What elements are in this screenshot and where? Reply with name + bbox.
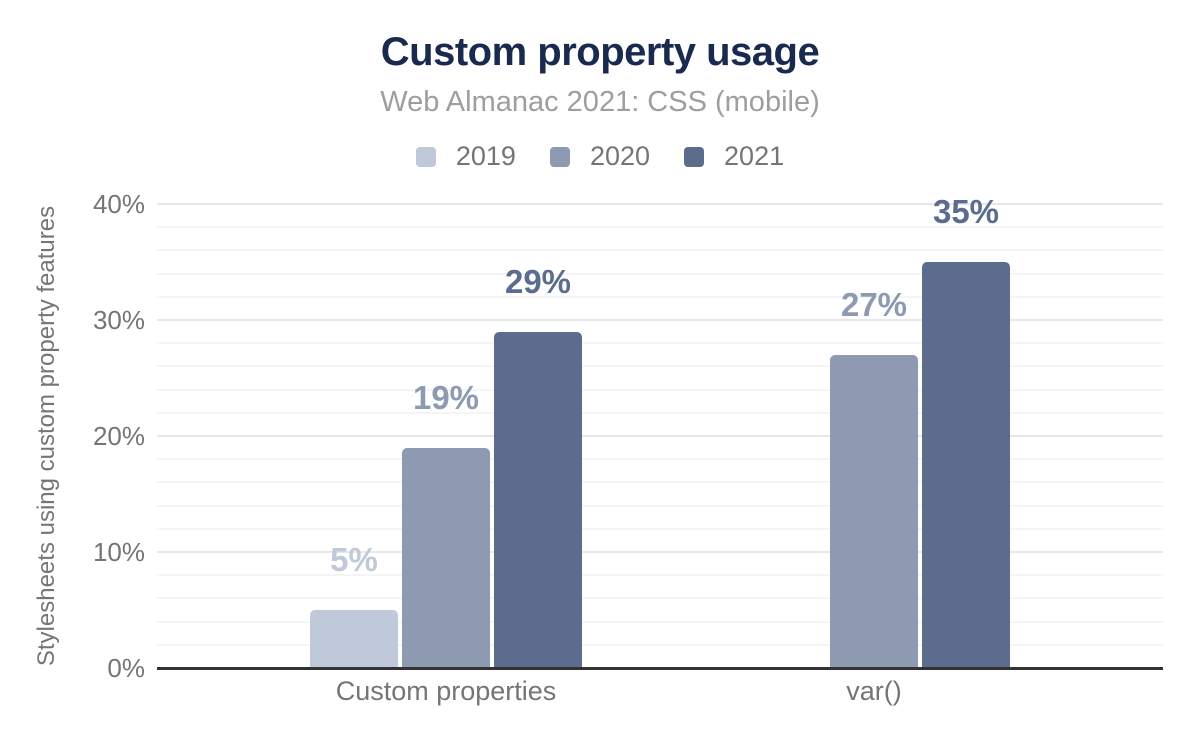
bar-value-label-2021-custom-properties: 29% <box>504 262 572 300</box>
minor-gridline-14 <box>157 504 1163 507</box>
minor-gridline-16 <box>157 481 1163 484</box>
legend-item-2020: 2020 <box>549 141 651 172</box>
major-gridline-20 <box>157 435 1163 437</box>
y-tick-label-10: 10% <box>92 537 145 567</box>
major-gridline-40 <box>157 203 1163 205</box>
minor-gridline-38 <box>157 226 1163 229</box>
major-gridline-30 <box>157 319 1163 321</box>
minor-gridline-2 <box>157 643 1163 646</box>
major-gridline-10 <box>157 551 1163 553</box>
minor-gridline-12 <box>157 527 1163 530</box>
bar-value-label-2021-var: 35% <box>932 193 1000 230</box>
bar-value-label-2020-var: 27% <box>840 285 908 323</box>
y-tick-label-30: 30% <box>92 305 145 335</box>
minor-gridline-36 <box>157 249 1163 252</box>
x-axis-line <box>157 667 1163 670</box>
chart-subtitle: Web Almanac 2021: CSS (mobile) <box>380 86 820 118</box>
chart-title: Custom property usage <box>380 30 820 74</box>
legend-swatch-2021 <box>684 146 705 167</box>
minor-gridline-4 <box>157 620 1163 623</box>
legend-label-2020: 2020 <box>589 141 651 171</box>
chart-legend: 2019 2020 2021 <box>0 141 1200 172</box>
minor-gridline-32 <box>157 295 1163 298</box>
legend-swatch-2019 <box>415 146 436 167</box>
bar-value-label-2019-custom-properties: 5% <box>330 541 378 578</box>
bar-2020-var <box>830 354 918 668</box>
minor-gridline-34 <box>157 272 1163 275</box>
y-tick-label-40: 40% <box>92 189 145 219</box>
legend-label-2021: 2021 <box>724 141 785 171</box>
legend-swatch-2020 <box>549 146 570 167</box>
minor-gridline-28 <box>157 342 1163 345</box>
plot-area: 5% 19% 27% 29% 35% <box>157 195 1163 668</box>
bar-2021-custom-properties <box>494 331 582 668</box>
y-tick-label-0: 0% <box>107 653 145 683</box>
y-tick-label-20: 20% <box>92 421 145 451</box>
legend-item-2019: 2019 <box>415 141 516 172</box>
legend-label-2019: 2019 <box>455 141 516 171</box>
minor-gridline-22 <box>157 411 1163 414</box>
x-category-label-custom-properties: Custom properties <box>335 676 557 706</box>
minor-gridline-8 <box>157 574 1163 577</box>
minor-gridline-18 <box>157 458 1163 461</box>
bar-value-label-2020-custom-properties: 19% <box>412 378 480 416</box>
minor-gridline-24 <box>157 388 1163 391</box>
legend-item-2021: 2021 <box>684 141 784 172</box>
bar-2021-var <box>922 262 1010 668</box>
bar-2019-custom-properties <box>310 610 398 668</box>
minor-gridline-26 <box>157 365 1163 368</box>
x-category-label-var: var() <box>846 676 902 706</box>
minor-gridline-6 <box>157 597 1163 600</box>
bar-2020-custom-properties <box>402 447 490 668</box>
